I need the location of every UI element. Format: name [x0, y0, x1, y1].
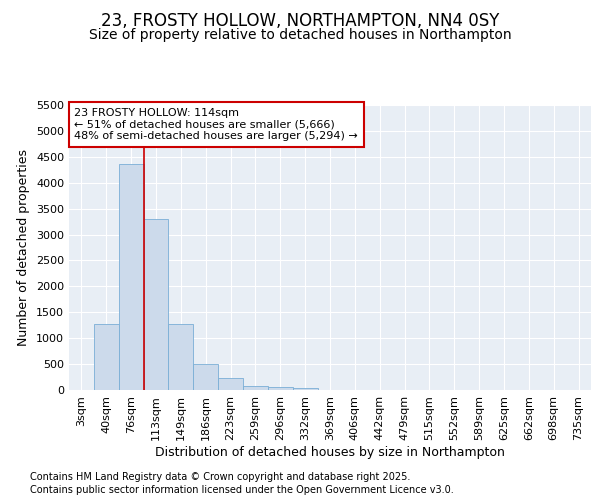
Y-axis label: Number of detached properties: Number of detached properties	[17, 149, 31, 346]
Bar	[143, 219, 169, 390]
Text: Contains public sector information licensed under the Open Government Licence v3: Contains public sector information licen…	[30, 485, 454, 495]
Bar	[243, 386, 268, 390]
Text: 23 FROSTY HOLLOW: 114sqm
← 51% of detached houses are smaller (5,666)
48% of sem: 23 FROSTY HOLLOW: 114sqm ← 51% of detach…	[74, 108, 358, 141]
Bar	[119, 164, 143, 390]
Text: Size of property relative to detached houses in Northampton: Size of property relative to detached ho…	[89, 28, 511, 42]
Bar	[293, 388, 317, 390]
Bar	[268, 388, 293, 390]
Text: Contains HM Land Registry data © Crown copyright and database right 2025.: Contains HM Land Registry data © Crown c…	[30, 472, 410, 482]
Bar	[218, 378, 243, 390]
X-axis label: Distribution of detached houses by size in Northampton: Distribution of detached houses by size …	[155, 446, 505, 458]
Bar	[94, 324, 119, 390]
Bar	[169, 324, 193, 390]
Text: 23, FROSTY HOLLOW, NORTHAMPTON, NN4 0SY: 23, FROSTY HOLLOW, NORTHAMPTON, NN4 0SY	[101, 12, 499, 30]
Bar	[193, 364, 218, 390]
